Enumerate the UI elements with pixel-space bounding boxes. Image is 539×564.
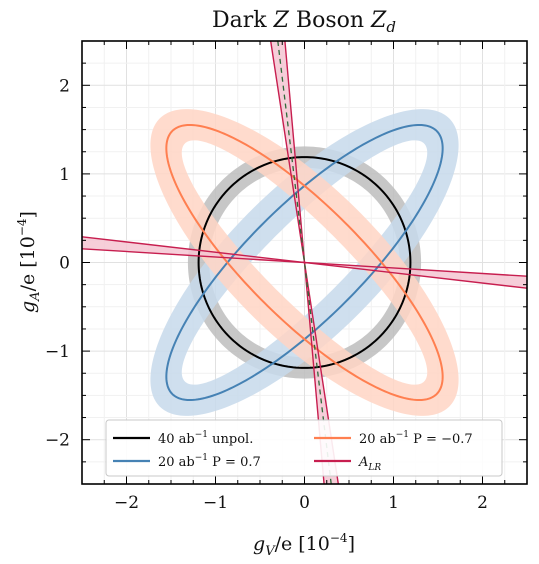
legend-item-alr: ALR: [314, 455, 381, 473]
curve-pos-pol: [165, 123, 444, 402]
legend-label-pos-pol: 20 ab−1 P = 0.7: [158, 453, 261, 470]
legend-box: [105, 419, 503, 477]
x-axis-label: gV/e [10−4]: [253, 531, 355, 559]
alr-central-dashed-line: [277, 41, 332, 484]
y-tick-label: −2: [45, 431, 70, 451]
y-tick-label: 2: [59, 76, 70, 96]
x-tick-labels: −2 −1 0 1 2: [114, 493, 488, 513]
band-neg-pol: [150, 109, 459, 416]
legend-label-unpol: 40 ab−1 unpol.: [158, 430, 253, 447]
axis-ticks: [81, 40, 528, 485]
x-tick-label: 1: [388, 493, 399, 513]
legend-item-pos-pol: 20 ab−1 P = 0.7: [113, 453, 261, 470]
legend-item-unpol: 40 ab−1 unpol.: [113, 430, 253, 447]
legend: 40 ab−1 unpol. 20 ab−1 P = 0.7 20 ab−1 P…: [105, 419, 503, 477]
chart-title: Dark Z Boson Zd: [212, 8, 396, 36]
plot-area: [82, 41, 527, 484]
y-tick-label: 1: [59, 165, 70, 185]
x-tick-label: −2: [114, 493, 139, 513]
x-tick-label: −1: [203, 493, 228, 513]
y-tick-label: −1: [45, 342, 70, 362]
legend-item-neg-pol: 20 ab−1 P = −0.7: [314, 430, 473, 447]
y-axis-label: gA/e [10−4]: [15, 211, 43, 313]
y-tick-labels: −2 −1 0 1 2: [45, 76, 70, 450]
curve-neg-pol: [165, 123, 444, 402]
legend-label-alr: ALR: [358, 455, 381, 473]
x-tick-label: 0: [299, 493, 310, 513]
legend-label-neg-pol: 20 ab−1 P = −0.7: [359, 430, 473, 447]
y-tick-label: 0: [59, 254, 70, 274]
curve-unpol: [197, 156, 412, 369]
x-tick-label: 2: [477, 493, 488, 513]
alr-line: [82, 248, 527, 277]
